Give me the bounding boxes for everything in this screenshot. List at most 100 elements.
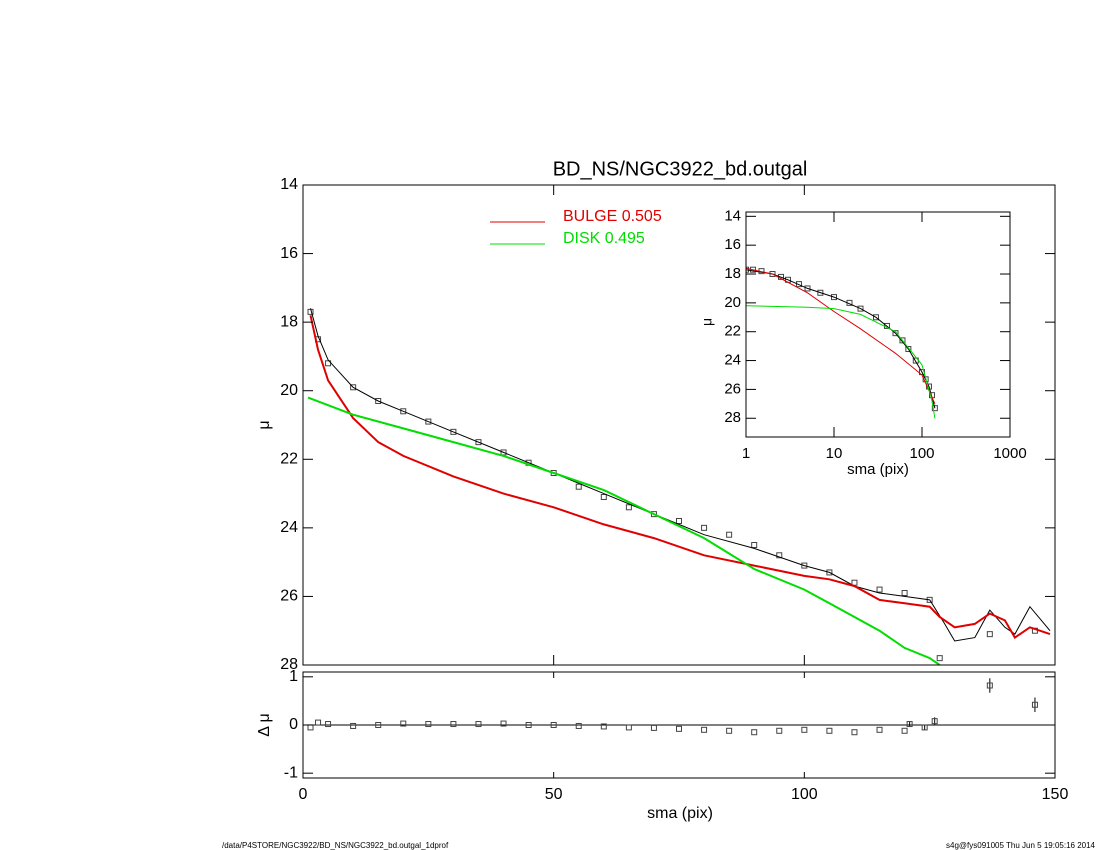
data-point: [701, 726, 708, 733]
data-point: [931, 718, 938, 725]
data-point: [921, 724, 928, 731]
data-point: [876, 586, 883, 593]
plot-area: [307, 308, 1051, 665]
data-point: [701, 524, 708, 531]
data-point: [625, 504, 632, 511]
data-point: [315, 719, 322, 726]
y-tick-label: 14: [724, 207, 741, 224]
y-tick-label: 1: [289, 668, 298, 685]
plot-area: [303, 678, 1055, 736]
data-point: [676, 725, 682, 732]
y-tick-label: 20: [724, 294, 741, 311]
y-axis-label: μ: [699, 318, 715, 326]
y-tick-label: 24: [280, 519, 298, 536]
y-tick-label: 26: [724, 380, 741, 397]
data-point: [801, 726, 808, 733]
data-point: [776, 727, 783, 734]
data-point: [906, 721, 913, 728]
plot-area: [746, 266, 938, 419]
x-tick-label: 100: [791, 786, 818, 803]
plot-frame: [745, 211, 1011, 438]
data-point: [400, 408, 407, 415]
data-point: [425, 418, 432, 425]
plot-frame: [302, 184, 1056, 666]
data-point: [600, 494, 607, 500]
legend-label: BULGE 0.505: [563, 208, 662, 225]
data-point: [350, 722, 357, 729]
data-point: [826, 569, 833, 576]
x-tick-label: 100: [909, 445, 934, 462]
y-tick-label: 0: [289, 716, 298, 733]
data-point: [726, 727, 733, 734]
footer-path: /data/P4STORE/NGC3922/BD_NS/NGC3922_bd.o…: [222, 841, 449, 850]
data-point: [625, 724, 632, 731]
y-tick-label: 22: [280, 451, 298, 468]
y-tick-label: 28: [724, 409, 741, 426]
y-axis-label: μ: [256, 420, 273, 429]
data-point: [826, 727, 833, 734]
data-point: [795, 281, 802, 288]
data-point: [425, 721, 432, 728]
data-point: [500, 720, 507, 727]
data-point: [986, 682, 993, 689]
data-point: [525, 722, 532, 728]
data-point: [986, 631, 993, 638]
y-tick-label: 20: [280, 382, 298, 399]
series-line: [746, 305, 936, 419]
chart-title: BD_NS/NGC3922_bd.outgal: [553, 158, 808, 180]
data-point: [350, 384, 357, 391]
x-tick-label: 10: [826, 445, 843, 462]
x-tick-label: 0: [299, 786, 308, 803]
y-tick-label: 14: [280, 176, 298, 193]
data-point: [872, 314, 879, 321]
y-axis-label: Δ μ: [256, 713, 273, 736]
series-line: [746, 269, 936, 409]
data-point: [776, 552, 783, 559]
data-point: [325, 721, 332, 728]
data-point: [475, 721, 482, 728]
data-point: [375, 398, 382, 404]
data-point: [899, 337, 906, 344]
data-point: [801, 562, 808, 569]
data-point: [575, 483, 582, 490]
series-line: [307, 396, 941, 665]
data-point: [851, 729, 858, 736]
x-axis-label: sma (pix): [847, 461, 909, 478]
data-point: [475, 439, 482, 446]
data-point: [751, 542, 758, 548]
data-point: [650, 511, 657, 518]
data-point: [751, 729, 758, 736]
data-point: [400, 720, 407, 727]
x-tick-label: 150: [1042, 786, 1069, 803]
legend-label: DISK 0.495: [563, 230, 645, 247]
series-line: [746, 267, 936, 405]
data-point: [676, 518, 682, 524]
data-point: [650, 724, 657, 731]
data-point: [450, 428, 457, 435]
data-point: [804, 285, 811, 292]
y-tick-label: 16: [724, 236, 741, 253]
y-tick-label: 22: [724, 323, 741, 340]
data-point: [905, 346, 912, 353]
data-point: [1031, 701, 1038, 708]
y-tick-label: -1: [284, 764, 298, 781]
x-tick-label: 1000: [993, 445, 1026, 462]
data-point: [817, 289, 824, 296]
y-tick-label: 24: [724, 352, 741, 369]
data-point: [450, 721, 457, 728]
data-point: [901, 590, 908, 596]
x-tick-label: 50: [545, 786, 563, 803]
y-tick-label: 18: [280, 313, 298, 330]
data-point: [831, 294, 837, 301]
data-point: [901, 727, 908, 734]
x-tick-label: 1: [742, 445, 750, 462]
data-point: [851, 579, 858, 586]
x-axis-label: sma (pix): [647, 805, 713, 822]
y-tick-label: 18: [724, 265, 741, 282]
data-point: [931, 405, 938, 412]
data-point: [726, 531, 733, 538]
data-point: [876, 726, 883, 733]
series-line: [309, 315, 1051, 640]
data-point: [550, 722, 557, 728]
